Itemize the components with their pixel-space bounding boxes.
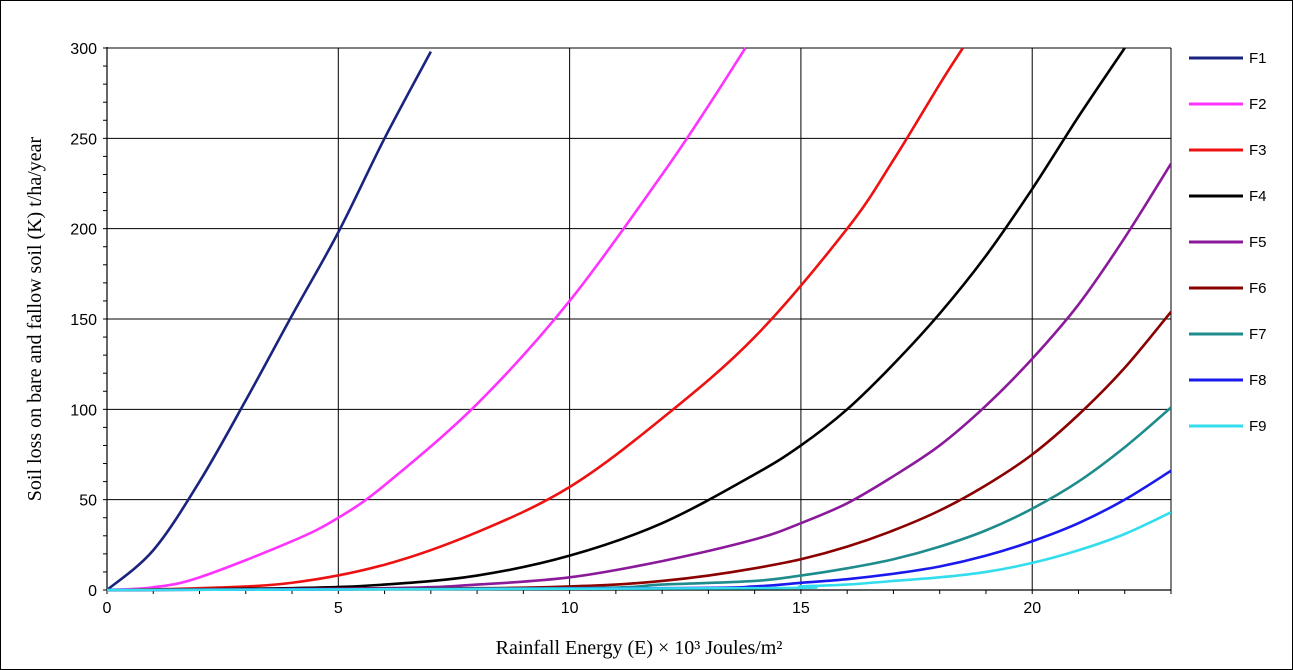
x-tick-labels: 0 5 10 15 20 [103, 600, 1042, 617]
x-tick-label: 15 [792, 600, 810, 617]
y-tick-label: 250 [70, 131, 97, 148]
y-axis-label: Soil loss on bare and fallow soil (K) t/… [24, 136, 46, 501]
x-tick-label: 0 [103, 600, 112, 617]
grid-lines [106, 47, 1171, 591]
y-tick-label: 50 [79, 493, 97, 510]
legend-label-f3: F3 [1249, 142, 1267, 159]
y-tick-label: 150 [70, 312, 97, 329]
legend: F1 F2 F3 F4 F5 F6 F7 F8 F9 [1189, 50, 1267, 435]
y-tick-label: 100 [70, 402, 97, 419]
legend-label-f8: F8 [1249, 372, 1267, 389]
series-line-f3 [107, 47, 964, 592]
series-line-f8 [107, 469, 1171, 592]
series-line-f2 [107, 47, 747, 592]
y-tick-label: 300 [70, 41, 97, 58]
legend-label-f9: F9 [1249, 418, 1267, 435]
series-lines [107, 47, 1171, 592]
legend-label-f6: F6 [1249, 280, 1267, 297]
legend-label-f1: F1 [1249, 50, 1267, 67]
y-tick-label: 0 [88, 583, 97, 600]
x-axis-label: Rainfall Energy (E) × 10³ Joules/m² [496, 637, 783, 659]
x-tick-label: 10 [561, 600, 579, 617]
axes [103, 47, 1172, 594]
series-line-f5 [107, 162, 1171, 592]
series-line-f4 [107, 47, 1126, 592]
legend-label-f4: F4 [1249, 188, 1267, 205]
y-tick-label: 200 [70, 222, 97, 239]
series-line-f1 [107, 50, 432, 591]
legend-label-f5: F5 [1249, 234, 1267, 251]
series-line-f7 [107, 406, 1171, 592]
series-line-f9 [107, 511, 1171, 592]
y-tick-labels: 0 50 100 150 200 250 300 [70, 41, 97, 600]
x-tick-label: 5 [334, 600, 343, 617]
legend-label-f7: F7 [1249, 326, 1267, 343]
x-tick-label: 20 [1023, 600, 1041, 617]
legend-label-f2: F2 [1249, 96, 1267, 113]
